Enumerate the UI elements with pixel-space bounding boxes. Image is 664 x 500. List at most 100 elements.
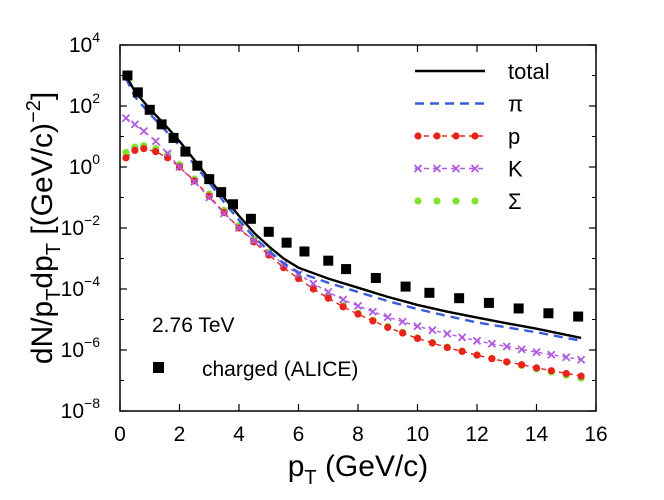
data-legend: charged (ALICE) xyxy=(153,358,358,381)
y-axis-label-part: dN/p xyxy=(26,301,59,364)
data-point xyxy=(487,339,497,348)
data-point xyxy=(338,295,348,304)
data-point xyxy=(228,199,239,210)
y-axis-label-sup: −2 xyxy=(23,100,45,123)
data-point xyxy=(245,213,256,224)
data-point xyxy=(324,294,332,302)
data-point xyxy=(180,146,191,157)
legend-entry: Σ xyxy=(414,189,522,214)
data-point xyxy=(168,132,179,143)
legend-label: π xyxy=(508,92,523,117)
data-point xyxy=(156,119,167,130)
y-tick-label: 100 xyxy=(69,151,100,179)
y-axis-label-part: [(GeV/c) xyxy=(26,123,59,243)
x-axis-label-sub: T xyxy=(304,467,316,489)
data-point xyxy=(413,334,422,343)
data-point xyxy=(473,351,481,359)
data-point xyxy=(205,193,214,202)
x-tick-label: 8 xyxy=(352,423,364,446)
legend-marker xyxy=(433,132,441,140)
y-axis-label-sub: T xyxy=(43,289,65,301)
legend-marker xyxy=(452,132,460,140)
energy-annotation: 2.76 TeV xyxy=(152,314,235,337)
x-tick-label: 4 xyxy=(233,423,245,446)
data-point xyxy=(354,310,362,318)
data-point xyxy=(263,226,274,237)
data-point xyxy=(309,285,317,293)
legend-marker xyxy=(471,132,479,140)
y-tick-label: 104 xyxy=(69,29,100,57)
legend-marker xyxy=(432,164,442,173)
data-point xyxy=(323,255,334,266)
data-point xyxy=(399,329,407,337)
data-point xyxy=(483,297,494,308)
legend-label: K xyxy=(508,157,523,182)
data-point xyxy=(132,87,143,98)
series-alice xyxy=(122,70,584,322)
legend-label: Σ xyxy=(508,189,522,214)
y-axis-label-part: ] xyxy=(26,92,59,100)
x-tick-label: 16 xyxy=(584,423,607,446)
legend-marker xyxy=(414,132,422,140)
data-point xyxy=(573,311,584,322)
data-point xyxy=(577,372,585,380)
x-tick-label: 6 xyxy=(293,423,305,446)
y-axis-label-sub: T xyxy=(43,243,65,255)
x-tick-label: 2 xyxy=(174,423,186,446)
data-point xyxy=(576,355,586,364)
y-axis-label-part: dp xyxy=(26,255,59,288)
data-point xyxy=(443,343,451,352)
data-point xyxy=(384,323,392,332)
data-point xyxy=(324,287,333,297)
data-point xyxy=(413,322,422,331)
data-point xyxy=(532,364,541,372)
data-point xyxy=(339,303,347,311)
data-point xyxy=(383,312,392,322)
data-point xyxy=(488,355,496,363)
data-point xyxy=(281,237,292,248)
y-tick-label: 10−2 xyxy=(61,212,101,240)
data-point xyxy=(458,347,466,355)
data-point xyxy=(370,272,381,283)
data-point xyxy=(122,148,130,157)
y-axis-label: dN/pTdpT [(GeV/c)−2] xyxy=(23,92,65,364)
data-point xyxy=(163,149,172,158)
legend-marker xyxy=(451,164,461,173)
data-point xyxy=(121,114,131,123)
data-legend-label: charged (ALICE) xyxy=(202,358,358,381)
series-total xyxy=(124,74,582,340)
data-point xyxy=(192,160,203,171)
legend-entry: total xyxy=(415,59,550,84)
legend-entry: K xyxy=(413,157,523,182)
data-point xyxy=(140,145,148,153)
x-tick-label: 10 xyxy=(406,423,429,446)
data-point xyxy=(562,353,571,362)
data-point xyxy=(457,333,467,342)
data-point xyxy=(175,162,184,172)
data-point xyxy=(264,248,273,258)
data-point xyxy=(513,303,524,314)
x-tick-label: 0 xyxy=(114,423,126,446)
legend-marker xyxy=(470,164,480,173)
series-K xyxy=(121,114,586,364)
data-point xyxy=(398,317,407,326)
legend-entry: π xyxy=(415,92,523,117)
data-point xyxy=(122,154,130,162)
data-point xyxy=(400,281,411,292)
data-point xyxy=(428,339,436,347)
data-point xyxy=(518,361,526,369)
data-point xyxy=(424,287,435,298)
data-point xyxy=(368,307,378,316)
data-point xyxy=(532,348,541,357)
data-point xyxy=(543,308,554,319)
data-point xyxy=(122,70,133,81)
data-point xyxy=(502,342,511,351)
y-tick-label: 102 xyxy=(69,90,100,118)
data-point xyxy=(517,345,526,354)
data-point xyxy=(353,301,363,310)
data-point xyxy=(190,177,199,186)
data-point xyxy=(144,104,155,115)
data-point xyxy=(130,120,140,129)
